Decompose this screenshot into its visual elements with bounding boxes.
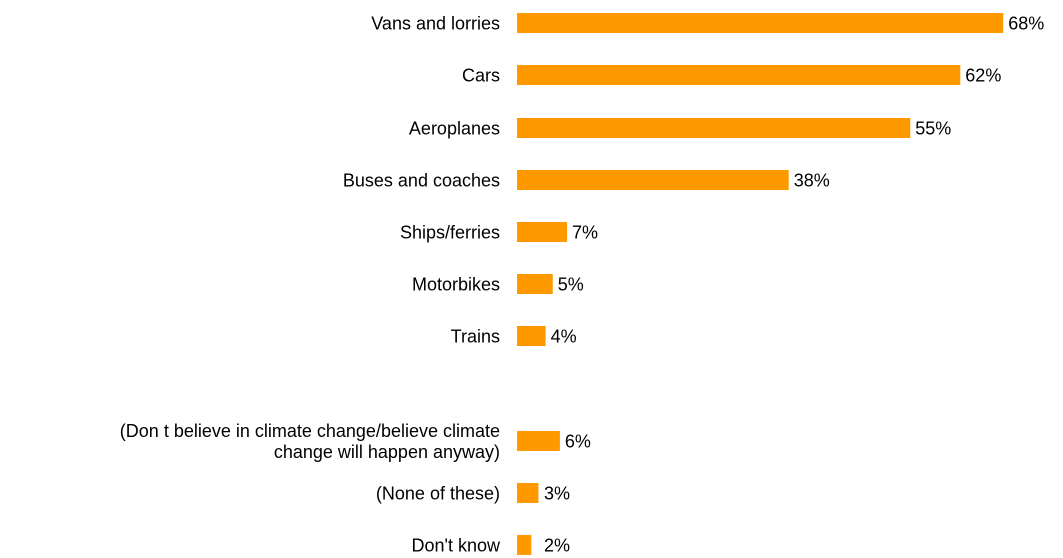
category-label: Buses and coaches xyxy=(343,170,500,190)
value-label: 68% xyxy=(1008,13,1044,33)
category-label: Aeroplanes xyxy=(409,118,500,138)
category-label: Cars xyxy=(462,65,500,85)
bar xyxy=(517,65,961,85)
bar xyxy=(517,326,546,346)
category-label: (None of these) xyxy=(376,483,500,503)
value-label: 4% xyxy=(551,326,577,346)
category-label: Trains xyxy=(451,326,500,346)
bar xyxy=(517,13,1004,33)
bar xyxy=(517,535,532,555)
bar xyxy=(517,274,553,294)
value-label: 5% xyxy=(558,274,584,294)
value-label: 3% xyxy=(544,483,570,503)
value-label: 7% xyxy=(572,222,598,242)
value-label: 62% xyxy=(965,65,1001,85)
bar xyxy=(517,222,568,242)
category-label: (Don t believe in climate change/believe… xyxy=(120,421,500,462)
value-label: 6% xyxy=(565,431,591,451)
value-label: 2% xyxy=(544,535,570,555)
category-label: Vans and lorries xyxy=(371,13,500,33)
category-label: Don't know xyxy=(412,535,501,555)
bar xyxy=(517,170,789,190)
bar xyxy=(517,118,911,138)
category-label: Motorbikes xyxy=(412,274,500,294)
value-label: 55% xyxy=(915,118,951,138)
category-label: Ships/ferries xyxy=(400,222,500,242)
value-label: 38% xyxy=(794,170,830,190)
bar xyxy=(517,483,539,503)
bar xyxy=(517,431,560,451)
